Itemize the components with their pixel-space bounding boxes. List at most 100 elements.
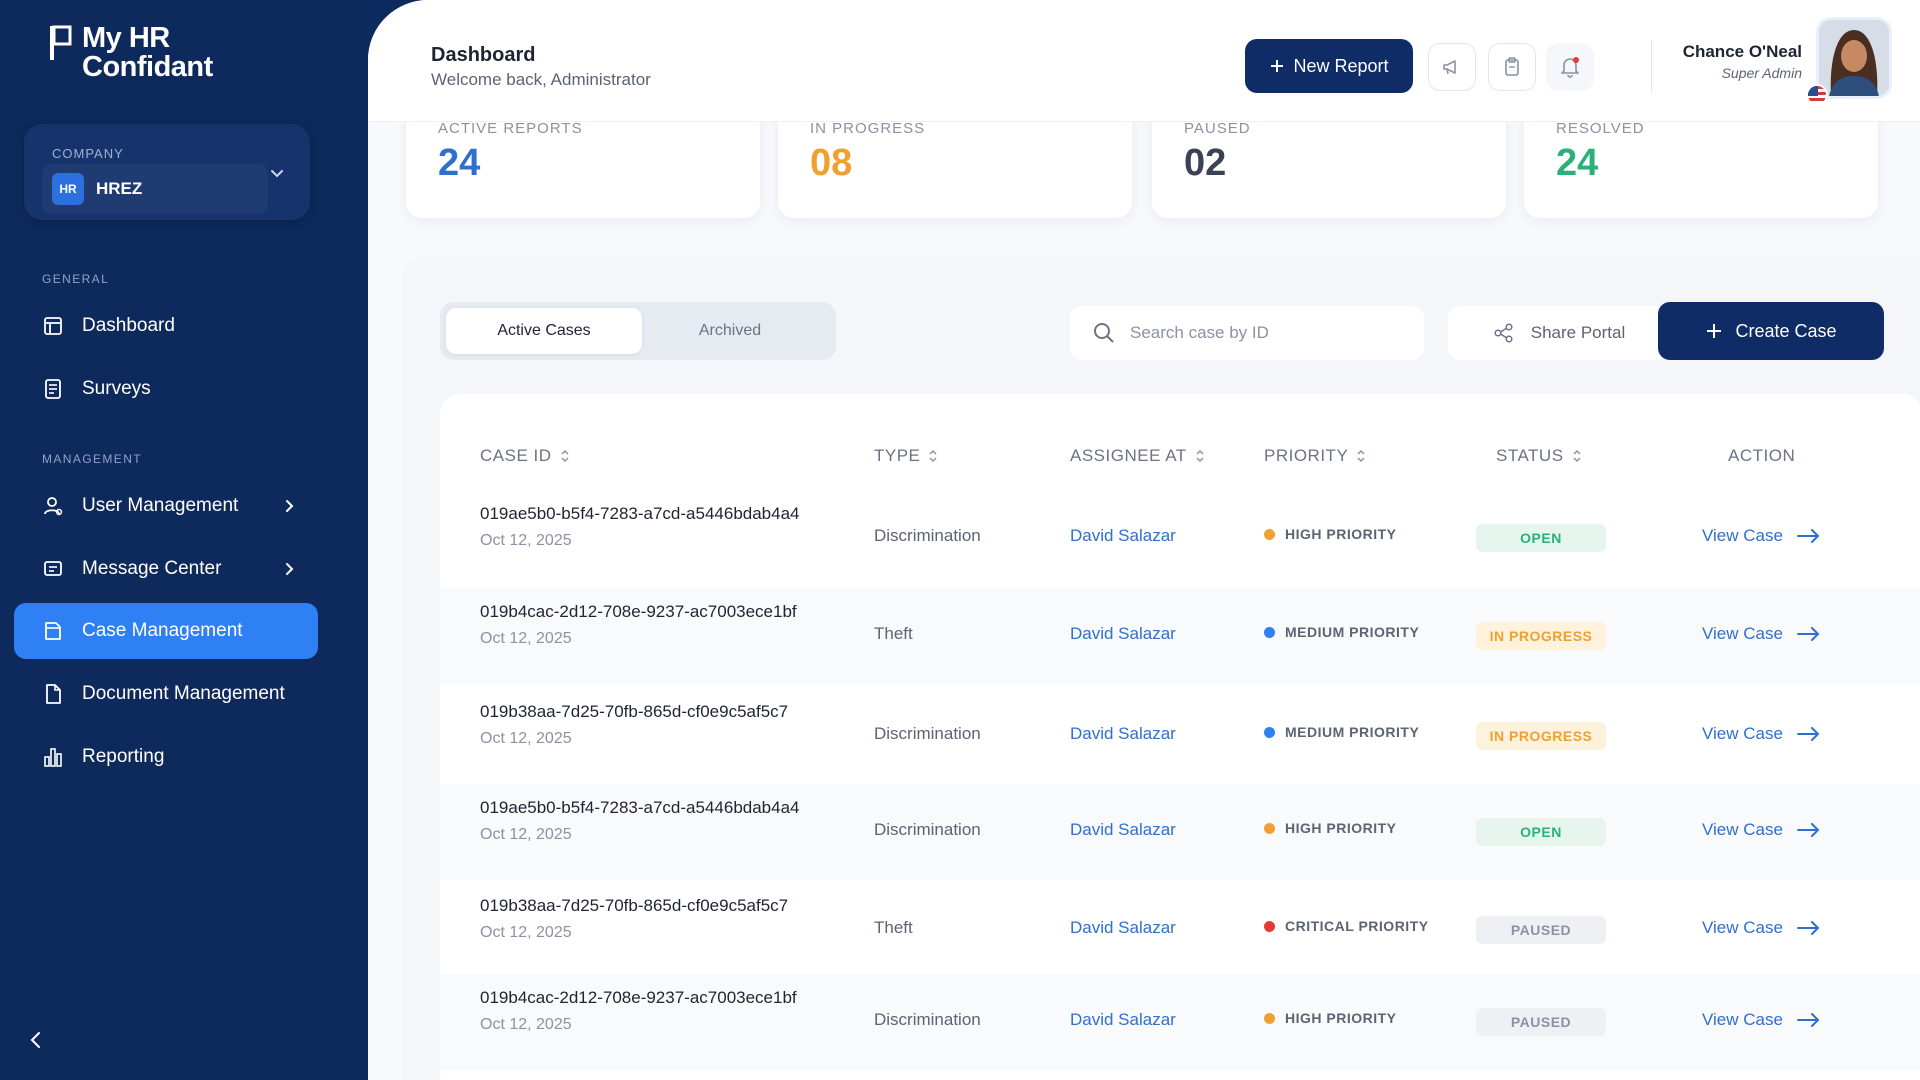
sort-icon — [1196, 449, 1204, 463]
case-tabs: Active Cases Archived — [440, 302, 836, 360]
new-report-button[interactable]: New Report — [1245, 39, 1413, 93]
logo-line-1: My HR — [82, 22, 170, 54]
chevron-down-icon[interactable] — [268, 164, 286, 182]
column-header-case-id[interactable]: CASE ID — [480, 446, 570, 466]
column-header-type[interactable]: TYPE — [874, 446, 938, 466]
priority-indicator: MEDIUM PRIORITY — [1264, 624, 1419, 640]
view-case-link[interactable]: View Case — [1702, 526, 1821, 546]
users-icon — [42, 495, 64, 517]
cases-table: CASE ID TYPE ASSIGNEE AT PRIORITY STATUS… — [440, 394, 1920, 1080]
assignee-link[interactable]: David Salazar — [1070, 820, 1176, 839]
status-badge: OPEN — [1476, 818, 1606, 846]
priority-indicator: HIGH PRIORITY — [1264, 526, 1397, 542]
sort-icon — [929, 449, 937, 463]
view-case-link[interactable]: View Case — [1702, 724, 1821, 744]
view-case-label: View Case — [1702, 624, 1783, 643]
message-icon — [42, 558, 64, 580]
table-row[interactable]: 019b38aa-7d25-70fb-865d-cf0e9c5af5c7 Oct … — [440, 688, 1920, 784]
logo-line-2: Confidant — [82, 51, 213, 83]
case-id[interactable]: 019ae5b0-b5f4-7283-a7cd-a5446bdab4a4 — [480, 798, 800, 817]
status-badge: OPEN — [1476, 524, 1606, 552]
sidebar-item-user-management[interactable]: User Management — [14, 478, 318, 534]
company-select[interactable]: HR HREZ — [42, 164, 268, 214]
case-date: Oct 12, 2025 — [480, 730, 572, 747]
column-header-assignee[interactable]: ASSIGNEE AT — [1070, 446, 1205, 466]
sidebar-item-label: Document Management — [82, 683, 285, 704]
search-input[interactable] — [1130, 323, 1390, 343]
case-id-cell: 019ae5b0-b5f4-7283-a7cd-a5446bdab4a4 Oct … — [480, 798, 800, 844]
case-id[interactable]: 019b38aa-7d25-70fb-865d-cf0e9c5af5c7 — [480, 702, 789, 721]
assignee-link[interactable]: David Salazar — [1070, 624, 1176, 643]
sort-icon — [1573, 449, 1581, 463]
view-case-link[interactable]: View Case — [1702, 820, 1821, 840]
view-case-link[interactable]: View Case — [1702, 624, 1821, 644]
sidebar-item-message-center[interactable]: Message Center — [14, 541, 318, 597]
case-id-cell: 019ae5b0-b5f4-7283-a7cd-a5446bdab4a4 Oct … — [480, 504, 800, 550]
column-header-label: CASE ID — [480, 446, 552, 465]
page-title: Dashboard — [431, 44, 536, 66]
sidebar-item-dashboard[interactable]: Dashboard — [14, 298, 318, 354]
sidebar-item-label: User Management — [82, 495, 239, 516]
table-row[interactable]: 019ae5b0-b5f4-7283-a7cd-a5446bdab4a4 Oct … — [440, 784, 1920, 880]
table-row[interactable]: 019ae5b0-b5f4-7283-a7cd-a5446bdab4a4 Oct … — [440, 490, 1920, 586]
sidebar: My HR Confidant COMPANY HR HREZ GENERAL … — [0, 0, 368, 1080]
share-portal-button[interactable]: Share Portal — [1448, 306, 1670, 360]
company-badge: HR — [52, 173, 84, 205]
case-id[interactable]: 019b4cac-2d12-708e-9237-ac7003ece1bf — [480, 602, 797, 621]
column-header-status[interactable]: STATUS — [1496, 446, 1582, 466]
section-label-management: MANAGEMENT — [42, 452, 143, 466]
notifications-button[interactable] — [1546, 43, 1594, 91]
case-id[interactable]: 019b4cac-2d12-708e-9237-ac7003ece1bf — [480, 988, 797, 1007]
priority-label: HIGH PRIORITY — [1285, 1010, 1397, 1026]
clipboard-button[interactable] — [1488, 43, 1536, 91]
sidebar-item-label: Surveys — [82, 378, 151, 399]
arrow-right-icon — [1796, 1013, 1820, 1027]
view-case-label: View Case — [1702, 1010, 1783, 1029]
plus-icon — [1271, 60, 1284, 72]
stat-label: PAUSED — [1184, 120, 1251, 137]
bar-chart-icon — [42, 746, 64, 768]
sidebar-item-document-management[interactable]: Document Management — [14, 666, 318, 722]
table-row[interactable]: 019b38aa-7d25-70fb-865d-cf0e9c5af5c7 Oct … — [440, 882, 1920, 978]
column-header-priority[interactable]: PRIORITY — [1264, 446, 1366, 466]
view-case-link[interactable]: View Case — [1702, 1010, 1821, 1030]
user-name: Chance O'Neal — [1682, 42, 1802, 61]
case-type: Discrimination — [874, 1010, 981, 1029]
sort-icon — [1357, 449, 1365, 463]
collapse-sidebar-icon[interactable] — [26, 1028, 46, 1052]
create-case-button[interactable]: Create Case — [1658, 302, 1884, 360]
table-row[interactable]: 019b4cac-2d12-708e-9237-ac7003ece1bf Oct … — [440, 588, 1920, 684]
arrow-right-icon — [1796, 727, 1820, 741]
view-case-link[interactable]: View Case — [1702, 918, 1821, 938]
case-date: Oct 12, 2025 — [480, 1016, 572, 1033]
announcement-button[interactable] — [1428, 43, 1476, 91]
column-header-label: ASSIGNEE AT — [1070, 446, 1187, 465]
priority-label: MEDIUM PRIORITY — [1285, 724, 1420, 740]
case-id[interactable]: 019b38aa-7d25-70fb-865d-cf0e9c5af5c7 — [480, 896, 789, 915]
tab-archived[interactable]: Archived — [698, 322, 762, 339]
app-logo[interactable]: My HR Confidant — [48, 24, 213, 82]
sidebar-item-case-management[interactable]: Case Management — [14, 603, 318, 659]
assignee-link[interactable]: David Salazar — [1070, 526, 1176, 545]
megaphone-icon — [1443, 60, 1456, 75]
priority-dot — [1264, 726, 1275, 738]
view-case-label: View Case — [1702, 918, 1783, 937]
sidebar-item-label: Reporting — [82, 746, 165, 767]
survey-icon — [42, 378, 64, 400]
case-date: Oct 12, 2025 — [480, 826, 572, 843]
assignee-link[interactable]: David Salazar — [1070, 1010, 1176, 1029]
sidebar-item-reporting[interactable]: Reporting — [14, 729, 318, 785]
stat-label: RESOLVED — [1556, 120, 1645, 137]
bell-icon — [1561, 57, 1579, 78]
assignee-link[interactable]: David Salazar — [1070, 724, 1176, 743]
document-icon — [42, 683, 64, 705]
sidebar-item-surveys[interactable]: Surveys — [14, 361, 318, 417]
tab-active-cases[interactable]: Active Cases — [446, 308, 642, 354]
arrow-right-icon — [1796, 529, 1820, 543]
case-id[interactable]: 019ae5b0-b5f4-7283-a7cd-a5446bdab4a4 — [480, 504, 800, 523]
table-row[interactable]: 019b4cac-2d12-708e-9237-ac7003ece1bf Oct … — [440, 974, 1920, 1070]
avatar[interactable] — [1819, 20, 1889, 96]
assignee-link[interactable]: David Salazar — [1070, 918, 1176, 937]
case-type: Discrimination — [874, 724, 981, 743]
priority-dot — [1264, 822, 1275, 834]
